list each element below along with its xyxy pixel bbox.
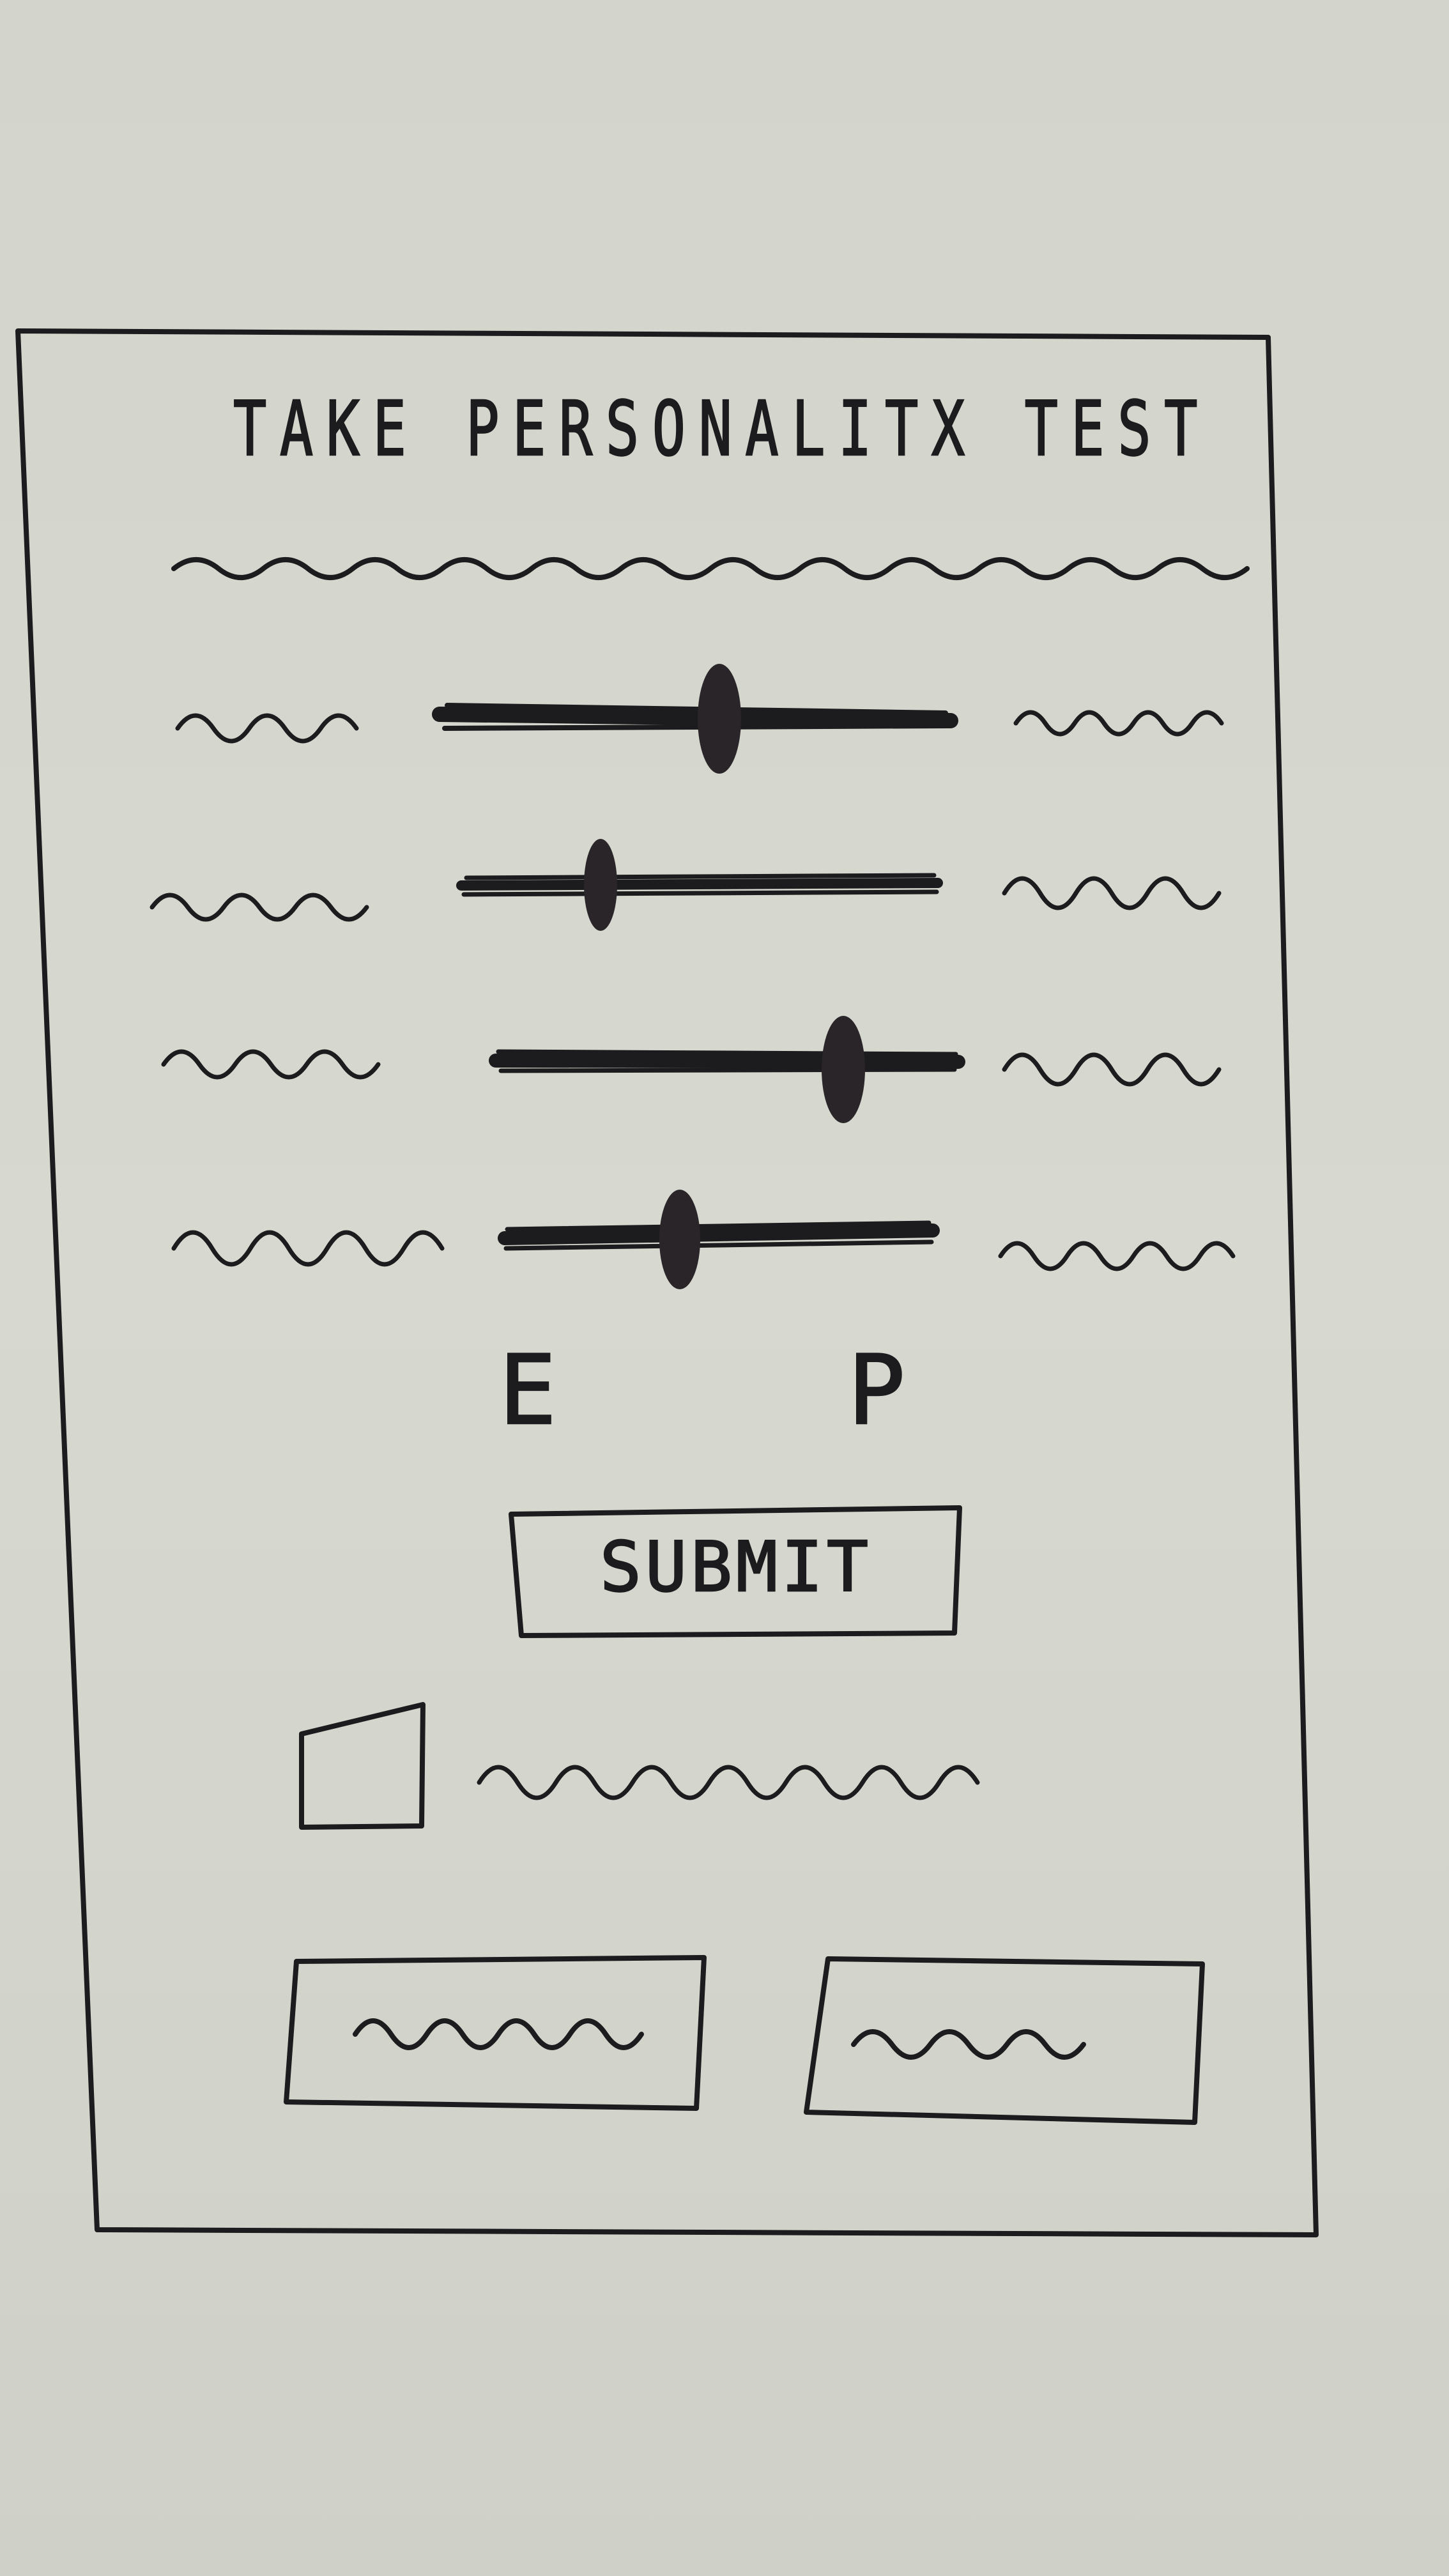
primary-action-border (804, 1956, 1205, 2125)
slider-trait-2[interactable] (456, 839, 943, 931)
slider-track (432, 707, 958, 728)
secondary-action-label-placeholder (353, 2018, 644, 2050)
slider-track (498, 1223, 940, 1245)
slider-left-label-placeholder (171, 1230, 445, 1267)
slider-trait-3[interactable] (489, 1016, 965, 1123)
slider-track-stroke (442, 703, 951, 731)
secondary-action-border (284, 1955, 707, 2111)
slider-thumb[interactable] (584, 839, 617, 931)
slider-trait-1[interactable] (432, 664, 958, 774)
slider-track (456, 878, 943, 891)
slider-left-label-placeholder (150, 893, 369, 922)
slider-row (171, 1190, 1236, 1289)
scale-left-label: E (499, 1335, 556, 1446)
page-title: TAKE PERSONALITX TEST (233, 385, 1211, 473)
slider-right-label-placeholder (998, 1241, 1236, 1271)
slider-right-label-placeholder (1013, 710, 1224, 737)
submit-button-border (509, 1505, 962, 1638)
agree-checkbox[interactable] (299, 1702, 425, 1830)
slider-trait-4[interactable] (498, 1190, 940, 1289)
slider-left-label-placeholder (175, 713, 359, 744)
submit-button[interactable]: SUBMIT (509, 1505, 962, 1638)
slider-thumb[interactable] (659, 1190, 700, 1289)
checkbox-row (299, 1702, 980, 1830)
slider-track-stroke (503, 1220, 934, 1251)
secondary-action-button[interactable] (284, 1955, 707, 2111)
slider-left-label-placeholder (161, 1049, 381, 1080)
primary-action-button[interactable] (804, 1956, 1205, 2125)
primary-action-label-placeholder (851, 2029, 1086, 2060)
scale-right-label: P (848, 1335, 905, 1446)
description-placeholder (171, 557, 1250, 580)
slider-thumb[interactable] (698, 664, 741, 774)
slider-track-stroke (496, 1049, 958, 1073)
slider-right-label-placeholder (1002, 1052, 1222, 1087)
slider-row (175, 664, 1224, 774)
slider-thumb[interactable] (822, 1016, 865, 1123)
slider-right-label-placeholder (1002, 876, 1222, 910)
slider-track (489, 1054, 965, 1069)
slider-row (161, 1016, 1222, 1123)
slider-track-stroke (461, 873, 939, 897)
screen-frame (15, 328, 1319, 2237)
checkbox-label-placeholder (477, 1765, 980, 1800)
submit-button-label: SUBMIT (600, 1528, 872, 1607)
slider-row (150, 839, 1222, 931)
